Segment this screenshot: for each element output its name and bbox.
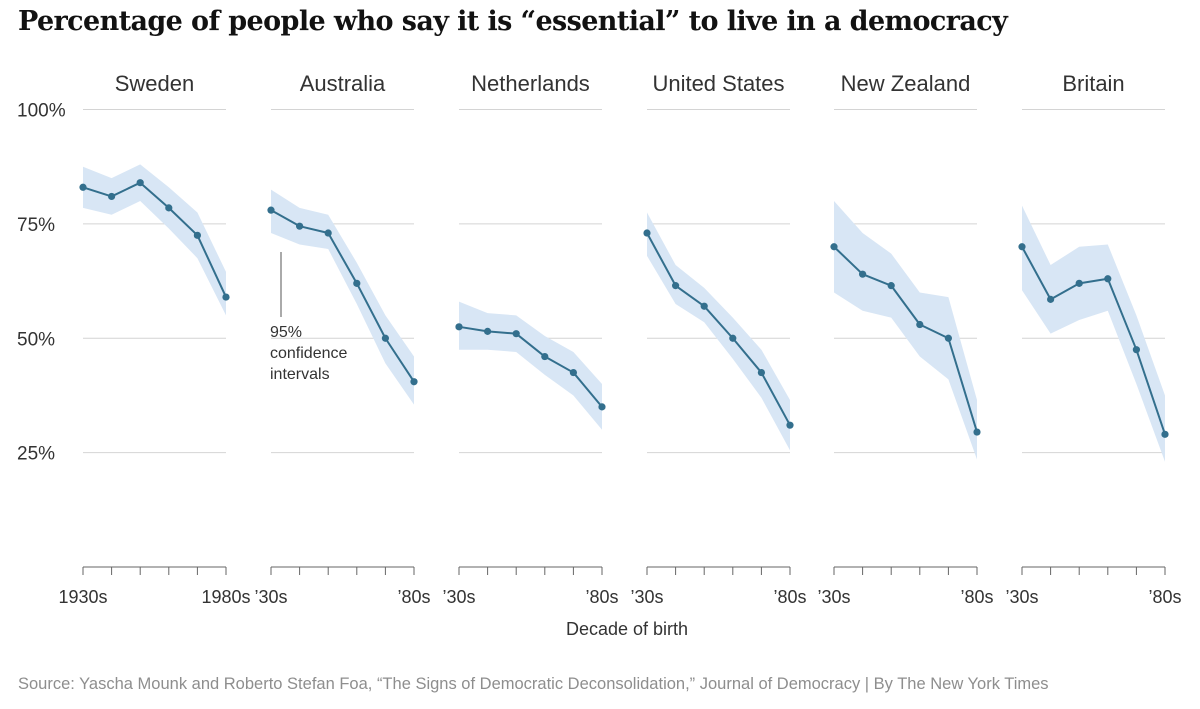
- britain-data-point-1930s: [1018, 243, 1026, 251]
- sweden-data-point-1950s: [136, 179, 144, 187]
- britain-data-point-1940s: [1047, 295, 1055, 303]
- netherlands-data-point-1960s: [541, 352, 549, 361]
- united-states-data-point-1960s: [729, 334, 737, 342]
- new-zealand-data-point-1940s: [859, 270, 867, 278]
- united-states-panel-title: United States: [652, 71, 784, 96]
- united-states-data-point-1940s: [672, 282, 680, 290]
- netherlands-data-point-1940s: [484, 327, 492, 335]
- netherlands-series-line: [458, 325, 603, 408]
- united-states-confidence-band: [647, 212, 790, 451]
- chart-title: Percentage of people who say it is “esse…: [18, 6, 1008, 37]
- y-tick-label-25: 25%: [17, 444, 55, 465]
- new-zealand-data-point-1930s: [830, 243, 838, 251]
- britain-series-line: [1021, 246, 1166, 435]
- australia-data-point-1950s: [324, 229, 332, 237]
- australia-x-tick-label-first: ’30s: [254, 587, 287, 607]
- new-zealand-panel-title: New Zealand: [841, 71, 971, 96]
- netherlands-data-point-1950s: [512, 330, 520, 338]
- y-tick-label-100: 100%: [17, 101, 66, 122]
- new-zealand-confidence-band: [834, 201, 977, 460]
- sweden-x-tick-label-first: 1930s: [58, 587, 107, 607]
- annotation-text-line: confidence: [270, 345, 347, 362]
- britain-x-tick-label-last: ’80s: [1148, 587, 1181, 607]
- sweden-data-point-1930s: [79, 183, 87, 191]
- netherlands-x-tick-label-first: ’30s: [442, 587, 475, 607]
- y-tick-label-50: 50%: [17, 329, 55, 350]
- netherlands-x-tick-label-last: ’80s: [585, 587, 618, 607]
- australia-series-line: [270, 209, 415, 383]
- netherlands-data-point-1980s: [598, 403, 606, 411]
- new-zealand-x-tick-label-first: ’30s: [817, 587, 850, 607]
- new-zealand-series-line: [833, 246, 978, 433]
- sweden-confidence-band: [83, 164, 226, 316]
- australia-data-point-1940s: [296, 222, 304, 230]
- source-note: Source: Yascha Mounk and Roberto Stefan …: [18, 675, 1049, 693]
- britain-panel-title: Britain: [1062, 71, 1124, 96]
- britain-data-point-1950s: [1075, 279, 1083, 287]
- australia-panel-title: Australia: [300, 71, 386, 96]
- australia-confidence-band: [271, 189, 414, 405]
- annotation-text-line: 95%: [270, 324, 302, 341]
- new-zealand-data-point-1960s: [916, 320, 924, 329]
- australia-data-point-1930s: [267, 206, 275, 214]
- united-states-x-tick-label-last: ’80s: [773, 587, 806, 607]
- new-zealand-data-point-1980s: [973, 428, 981, 436]
- netherlands-panel-title: Netherlands: [471, 71, 590, 96]
- britain-data-point-1970s: [1132, 346, 1140, 354]
- united-states-data-point-1930s: [643, 229, 651, 237]
- australia-x-tick-label-last: ’80s: [397, 587, 430, 607]
- sweden-data-point-1960s: [165, 204, 173, 212]
- sweden-data-point-1980s: [222, 293, 230, 301]
- britain-x-tick-label-first: ’30s: [1005, 587, 1038, 607]
- sweden-data-point-1940s: [108, 192, 116, 201]
- britain-confidence-band: [1022, 205, 1165, 462]
- united-states-data-point-1950s: [700, 302, 708, 310]
- united-states-data-point-1970s: [757, 368, 766, 377]
- annotation-text-line: intervals: [270, 366, 330, 383]
- new-zealand-data-point-1950s: [887, 282, 895, 290]
- x-axis-label: Decade of birth: [566, 619, 688, 639]
- y-tick-label-75: 75%: [17, 215, 55, 236]
- britain-data-point-1980s: [1161, 430, 1169, 438]
- netherlands-confidence-band: [459, 301, 602, 430]
- sweden-panel-title: Sweden: [115, 71, 195, 96]
- sweden-x-tick-label-last: 1980s: [201, 587, 250, 607]
- new-zealand-data-point-1970s: [944, 334, 953, 342]
- united-states-x-tick-label-first: ’30s: [630, 587, 663, 607]
- britain-data-point-1960s: [1104, 275, 1112, 283]
- sweden-data-point-1970s: [193, 231, 201, 239]
- netherlands-data-point-1930s: [455, 323, 463, 331]
- new-zealand-x-tick-label-last: ’80s: [960, 587, 993, 607]
- netherlands-data-point-1970s: [569, 368, 578, 377]
- australia-data-point-1960s: [353, 279, 361, 287]
- australia-data-point-1980s: [410, 378, 418, 386]
- united-states-series-line: [646, 232, 791, 426]
- sweden-series-line: [82, 181, 227, 298]
- australia-data-point-1970s: [381, 334, 389, 342]
- united-states-data-point-1980s: [786, 421, 794, 429]
